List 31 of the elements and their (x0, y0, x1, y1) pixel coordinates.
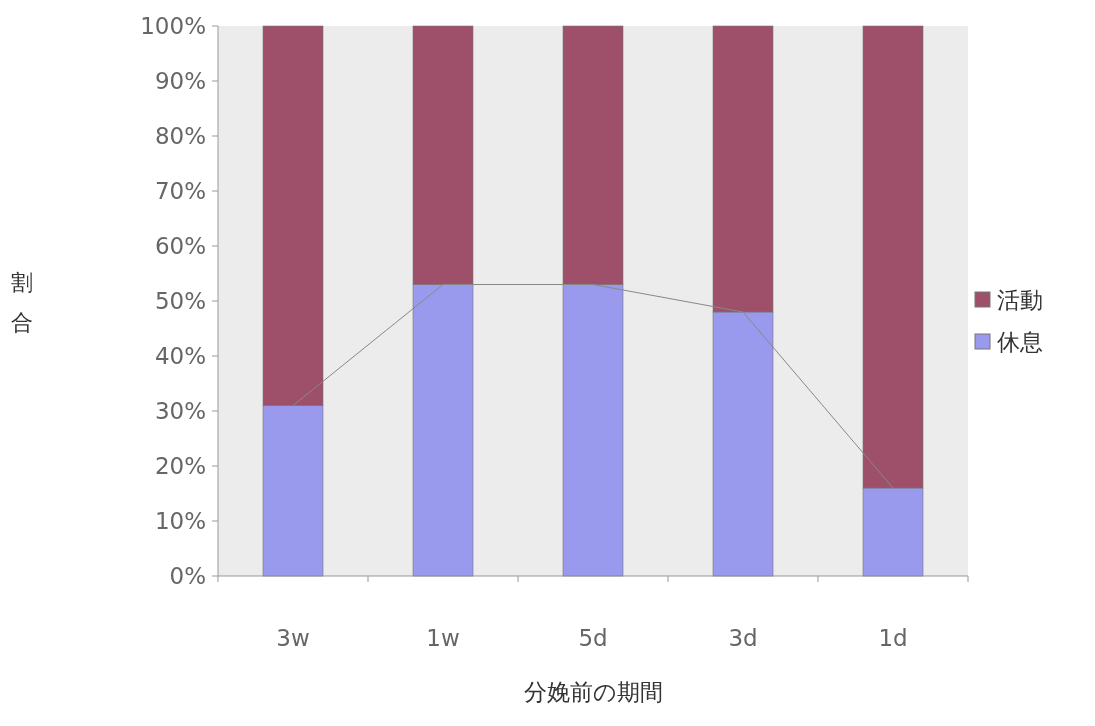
x-tick-label: 3d (728, 625, 758, 651)
y-tick-label: 80% (154, 123, 206, 149)
legend-label: 活動 (997, 287, 1043, 313)
x-tick-label: 1w (426, 625, 460, 651)
bar (262, 25, 324, 406)
bar (862, 487, 924, 577)
y-tick-label: 60% (154, 233, 206, 259)
x-tick-label: 1d (878, 625, 908, 651)
y-tick-label: 70% (154, 178, 206, 204)
y-tick-label: 0% (169, 563, 206, 589)
y-tick-label: 20% (154, 453, 206, 479)
legend-label: 休息 (997, 329, 1043, 355)
x-tick-label: 5d (578, 625, 608, 651)
y-tick-label: 100% (140, 13, 206, 39)
y-axis-title: 割合 (11, 270, 33, 335)
bar (562, 25, 624, 285)
bar (712, 25, 774, 313)
bar (862, 25, 924, 489)
y-tick-label: 40% (154, 343, 206, 369)
x-axis-title: 分娩前の期間 (523, 679, 663, 705)
line-series (292, 284, 894, 489)
y-tick-label: 30% (154, 398, 206, 424)
x-tick-label: 3w (276, 625, 310, 651)
bar (262, 405, 324, 577)
bar (412, 284, 474, 577)
y-tick-label: 90% (154, 68, 206, 94)
bar (562, 284, 624, 577)
bar (412, 25, 474, 285)
y-tick-label: 10% (154, 508, 206, 534)
bar (712, 311, 774, 577)
y-tick-label: 50% (154, 288, 206, 314)
